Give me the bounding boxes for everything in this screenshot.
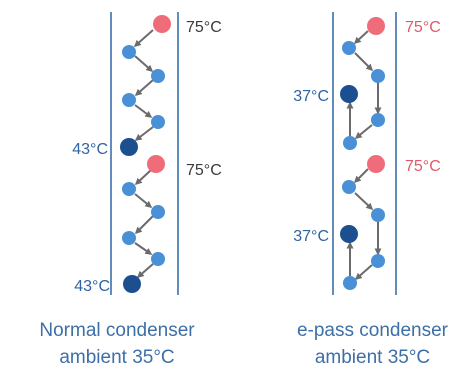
epass-top-inlet-temp: 75°C (405, 19, 441, 36)
epass-condenser-caption: e-pass condenser ambient 35°C (272, 317, 473, 371)
normal-node (151, 69, 165, 83)
normal-node (151, 252, 165, 266)
normal-caption-title: Normal condenser (39, 320, 195, 341)
epass-upper-flow-arrows (346, 30, 382, 139)
normal-top-inlet-temp: 75°C (186, 19, 222, 36)
normal-bottom-outlet-temp: 43°C (74, 278, 110, 295)
epass-condenser: 75°C 75°C 37°C 37°C (293, 12, 441, 295)
epass-caption-title: e-pass condenser (296, 320, 449, 341)
epass-node (371, 254, 385, 268)
epass-hot-inlet-node (367, 17, 385, 35)
normal-hot-inlet-node (147, 155, 165, 173)
epass-mid-inlet-temp: 75°C (405, 158, 441, 175)
normal-node (122, 231, 136, 245)
normal-mid-inlet-temp: 75°C (186, 162, 222, 179)
normal-node (151, 205, 165, 219)
epass-lower-flow-arrows (346, 168, 382, 280)
epass-hot-inlet-node (367, 155, 385, 173)
normal-caption-ambient: ambient 35°C (59, 347, 175, 368)
epass-bottom-outlet-temp: 37°C (293, 228, 329, 245)
epass-node (342, 180, 356, 194)
normal-condenser-caption: Normal condenser ambient 35°C (0, 317, 234, 371)
epass-node (371, 113, 385, 127)
normal-node (151, 115, 165, 129)
normal-upper-flow-arrows (133, 29, 154, 141)
normal-condenser: 75°C 75°C 43°C 43°C (72, 12, 222, 295)
normal-cold-outlet-node (120, 138, 138, 156)
epass-node (343, 136, 357, 150)
epass-node (342, 41, 356, 55)
normal-lower-flow-arrows (134, 169, 154, 278)
epass-cold-outlet-node (340, 225, 358, 243)
epass-node (371, 208, 385, 222)
epass-node (371, 69, 385, 83)
epass-top-outlet-temp: 37°C (293, 88, 329, 105)
epass-node (343, 276, 357, 290)
normal-node (122, 45, 136, 59)
normal-hot-inlet-node (153, 15, 171, 33)
epass-caption-ambient: ambient 35°C (314, 347, 431, 368)
normal-top-outlet-temp: 43°C (72, 141, 108, 158)
normal-cold-outlet-node (123, 275, 141, 293)
epass-cold-outlet-node (340, 85, 358, 103)
normal-node (122, 93, 136, 107)
normal-node (122, 182, 136, 196)
